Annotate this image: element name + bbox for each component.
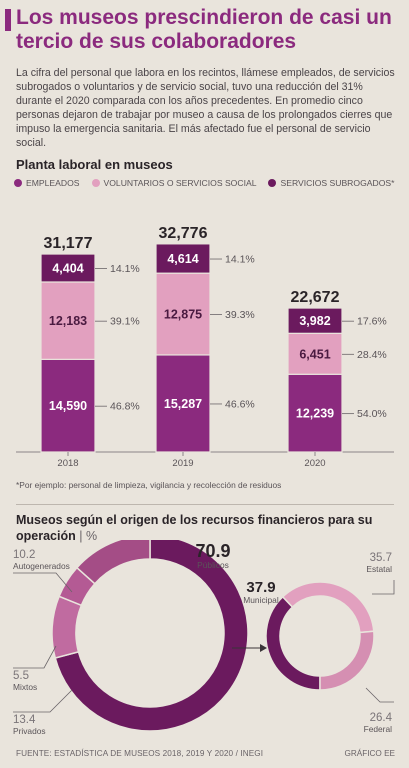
donut-slice-label: Autogenerados (13, 561, 70, 571)
bar-category-label: 2018 (57, 458, 78, 469)
legend-item-empleados: EMPLEADOS (14, 178, 80, 188)
legend-swatch-voluntarios (91, 179, 100, 187)
connector-arrow-head (260, 644, 267, 652)
bar-segment-2019-1 (155, 272, 211, 356)
legend-swatch-empleados (14, 179, 22, 187)
stacked-bar-chart: 14,590 46.8% 12,183 39.1% 4,404 14.1% 31,177 20… (16, 225, 394, 469)
legend-label-subrogados: SERVICIOS SUBROGADOS* (280, 178, 395, 188)
intro-paragraph: La cifra del personal que labora en los … (16, 67, 395, 150)
bar-chart-footnote: *Por ejemplo: personal de limpieza, vigi… (16, 480, 282, 490)
donut-value-label: 10.2 (13, 549, 35, 561)
bar-value-label: 15,287 (164, 397, 202, 411)
section-divider (16, 504, 394, 505)
donut-value-label: 37.9 (246, 579, 275, 596)
donut-value-label: 5.5 (13, 670, 29, 682)
legend-swatch-subrogados (268, 179, 277, 187)
sub-donut-slice-2 (319, 630, 375, 691)
donut-leader-line (372, 580, 395, 595)
donut-slice-label: Federal (364, 724, 393, 734)
bar-value-label: 4,404 (52, 262, 83, 276)
bar-pct-label: 46.8% (110, 401, 140, 413)
donut-leader-line (13, 572, 73, 593)
graphic-credit: GRÁFICO EE (344, 749, 396, 758)
bar-chart-legend: EMPLEADOS VOLUNTARIOS O SERVICIOS SOCIAL… (14, 178, 406, 188)
legend-label-voluntarios: VOLUNTARIOS O SERVICIOS SOCIAL (103, 178, 257, 188)
bar-value-label: 4,614 (167, 252, 198, 266)
bar-pct-label: 39.1% (110, 316, 140, 328)
bar-value-label: 6,451 (299, 347, 330, 361)
donut-chart-unit-text: % (85, 529, 98, 543)
bar-total-label: 32,776 (159, 225, 208, 242)
title-accent-bar (5, 9, 11, 31)
bar-pct-label: 54.0% (357, 408, 387, 420)
donut-slice-label: Privados (13, 726, 46, 736)
main-donut-slice-1 (51, 595, 83, 659)
donut-slice-label: Estatal (366, 564, 392, 574)
bar-pct-label: 28.4% (357, 349, 387, 361)
bar-pct-label: 17.6% (357, 316, 387, 328)
bar-total-label: 31,177 (44, 235, 93, 252)
source-note: FUENTE: ESTADÍSTICA DE MUSEOS 2018, 2019… (16, 749, 264, 758)
bar-pct-label: 14.1% (225, 254, 255, 266)
legend-label-empleados: EMPLEADOS (26, 178, 80, 188)
legend-item-voluntarios: VOLUNTARIOS O SERVICIOS SOCIAL (91, 178, 257, 188)
main-donut-slice-0 (54, 540, 249, 732)
donut-chart-title: Museos según el origen de los recursos f… (16, 512, 396, 544)
legend-item-subrogados: SERVICIOS SUBROGADOS* (268, 178, 394, 188)
sub-donut-slice-1 (281, 581, 375, 634)
bar-total-label: 22,672 (291, 289, 340, 306)
donut-leader-line (13, 645, 57, 669)
donut-leader-line (13, 689, 73, 713)
bar-category-label: 2019 (172, 458, 193, 469)
donut-slice-label: Públicos (197, 560, 229, 570)
main-donut-slice-3 (75, 540, 151, 585)
bar-segment-2018-2 (40, 253, 96, 283)
bar-pct-label: 39.3% (225, 309, 255, 321)
bar-pct-label: 46.6% (225, 398, 255, 410)
donut-slice-label: Municipal (243, 595, 279, 605)
donut-value-label: 26.4 (370, 712, 393, 724)
bar-segment-2019-2 (155, 243, 211, 274)
donut-value-label: 70.9 (195, 541, 230, 561)
page-title: Los museos prescindieron de casi un terc… (16, 6, 392, 53)
donut-leader-line (365, 687, 394, 703)
donut-slice-label: Mixtos (13, 682, 37, 692)
donut-chart-unit: | % (79, 529, 98, 543)
bar-category-label: 2020 (304, 458, 325, 469)
sub-donut-slice-0 (265, 595, 321, 691)
donut-value-label: 13.4 (13, 714, 36, 726)
donut-value-label: 35.7 (370, 552, 392, 564)
bar-pct-label: 14.1% (110, 263, 140, 275)
bar-value-label: 12,183 (49, 314, 87, 328)
bar-value-label: 14,590 (49, 399, 87, 413)
donut-chart-title-text: Museos según el origen de los recursos f… (16, 513, 373, 543)
bar-value-label: 12,875 (164, 308, 202, 322)
bar-segment-2020-2 (287, 307, 343, 334)
bar-segment-2020-1 (287, 332, 343, 375)
bar-chart-title: Planta laboral en museos (16, 157, 173, 172)
bar-value-label: 3,982 (299, 314, 330, 328)
bar-value-label: 12,239 (296, 407, 334, 421)
